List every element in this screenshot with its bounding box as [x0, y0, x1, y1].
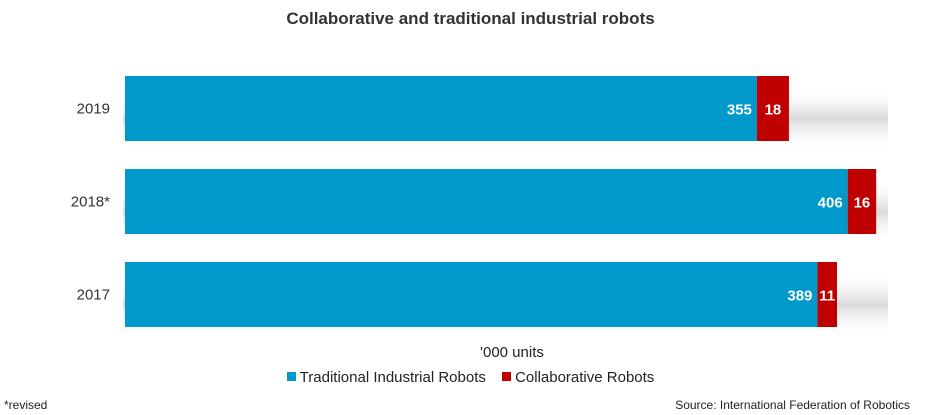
legend-item-collaborative: Collaborative Robots [502, 369, 654, 386]
legend-item-traditional: Traditional Industrial Robots [286, 369, 486, 386]
source-note: Source: International Federation of Robo… [675, 398, 910, 412]
category-label: 2017 [77, 287, 110, 304]
bar-collaborative [756, 76, 789, 141]
category-label: 2019 [77, 101, 110, 118]
chart-title: Collaborative and traditional industrial… [286, 9, 655, 28]
bar-traditional [125, 76, 757, 141]
legend-label-traditional: Traditional Industrial Robots [299, 369, 486, 386]
data-label-collaborative: 18 [765, 102, 782, 119]
legend: Traditional Industrial Robots Collaborat… [0, 369, 941, 386]
legend-swatch-collaborative [502, 372, 512, 381]
x-axis-label: '000 units [480, 344, 544, 361]
bar-collaborative [817, 262, 837, 327]
legend-label-collaborative: Collaborative Robots [515, 369, 655, 386]
category-label: 2018* [71, 194, 110, 211]
bar-traditional [125, 262, 818, 327]
footnote: *revised [4, 398, 48, 412]
bar-collaborative [847, 169, 877, 234]
data-label-traditional: 355 [727, 102, 752, 119]
bar-traditional [125, 169, 848, 234]
data-label-collaborative: 16 [854, 195, 871, 212]
legend-swatch-traditional [286, 372, 296, 381]
data-label-collaborative: 11 [819, 288, 835, 305]
data-label-traditional: 389 [787, 288, 812, 305]
data-label-traditional: 406 [818, 195, 843, 212]
